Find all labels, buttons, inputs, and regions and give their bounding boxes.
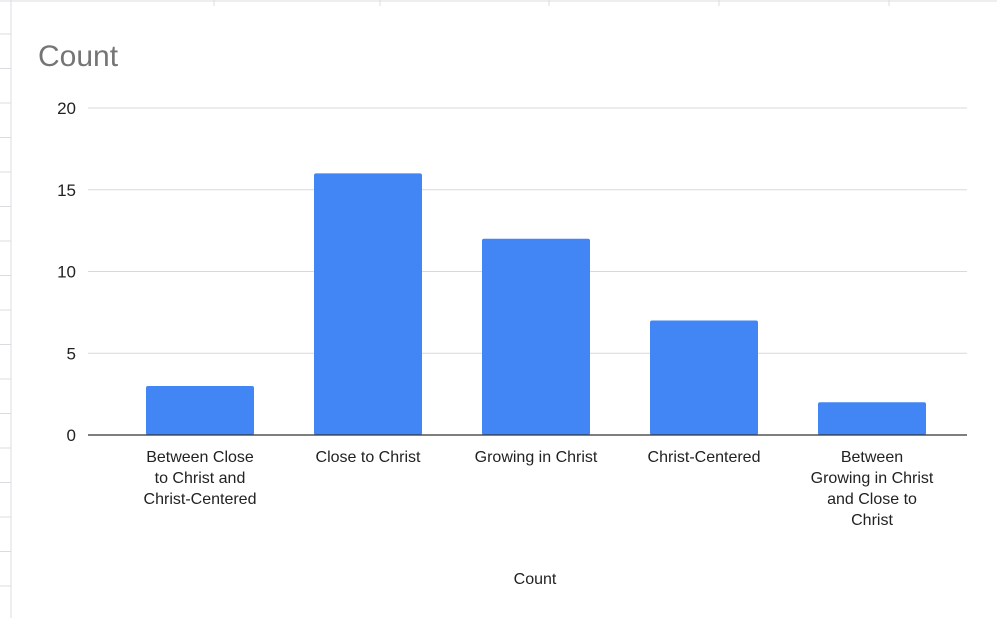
x-category-label-line: Growing in Christ	[475, 449, 598, 466]
bar-3	[482, 238, 590, 435]
x-category-label-line: Christ-Centered	[648, 449, 761, 466]
x-category-label-line: Between Close	[146, 449, 254, 466]
bar-2	[314, 173, 422, 435]
x-axis-title: Count	[514, 571, 557, 588]
x-category-label: Christ-Centered	[648, 449, 761, 466]
x-axis-category-labels: Between Close to Christ and Christ-Centere…	[144, 449, 934, 529]
bar-1	[146, 385, 254, 435]
bar-5	[818, 402, 926, 435]
y-tick-label: 5	[67, 344, 76, 363]
bars	[146, 173, 926, 435]
x-category-label: Growing in Christ	[475, 449, 598, 466]
y-tick-label: 20	[57, 99, 76, 118]
y-tick-label: 0	[67, 426, 76, 445]
x-category-label-line: Christ	[851, 512, 893, 529]
y-tick-label: 15	[57, 181, 76, 200]
x-category-label-line: and Close to	[827, 491, 917, 508]
x-category-label-line: Between	[841, 449, 903, 466]
x-category-label-line: to Christ and	[155, 470, 246, 487]
x-category-label: Between Growing in Christ and Close to Chri…	[811, 449, 934, 529]
chart-title: Count	[38, 40, 119, 73]
x-category-label-line: Christ-Centered	[144, 491, 257, 508]
y-tick-label: 10	[57, 263, 76, 282]
x-category-label-line: Close to Christ	[316, 449, 421, 466]
y-axis-tick-labels: 0 5 10 15 20	[57, 99, 76, 445]
x-category-label: Close to Christ	[316, 449, 421, 466]
x-category-label-line: Growing in Christ	[811, 470, 934, 487]
x-category-label: Between Close to Christ and Christ-Centere…	[144, 449, 257, 508]
bar-4	[650, 320, 758, 435]
